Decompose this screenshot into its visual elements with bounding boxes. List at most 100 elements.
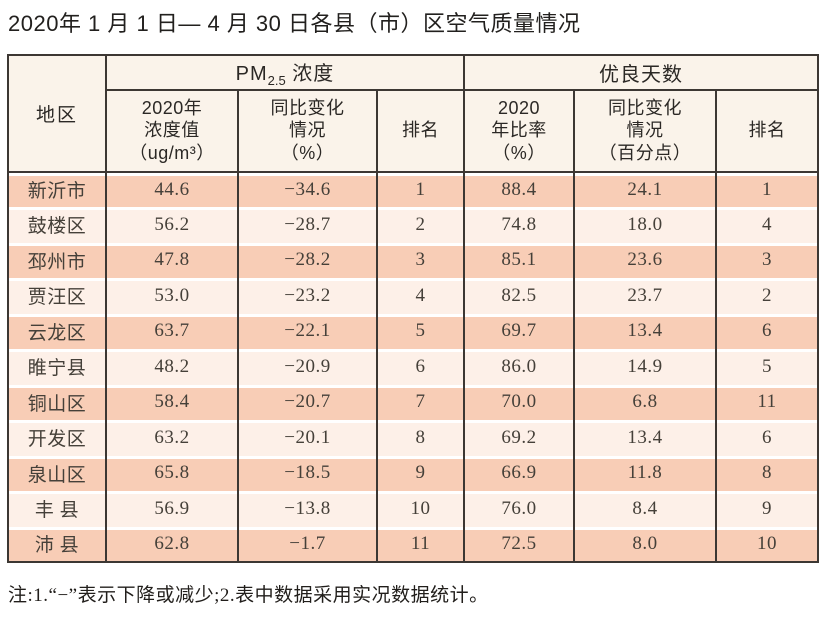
pm-change-cell: −28.2 (237, 242, 377, 279)
region-cell: 睢宁县 (8, 349, 106, 385)
col-header-region: 地区 (8, 54, 106, 173)
gd-ratio-cell: 69.2 (463, 420, 574, 456)
gd-ratio-cell: 76.0 (463, 491, 574, 527)
gd-change-cell: 23.7 (573, 278, 716, 314)
table-row: 睢宁县 48.2 −20.9 6 86.0 14.9 5 (8, 349, 819, 385)
gd-rank-cell: 5 (714, 349, 819, 385)
gd-rank-cell: 8 (714, 455, 819, 492)
pm-value-cell: 56.2 (105, 207, 238, 243)
region-cell: 新沂市 (8, 171, 106, 208)
pm-change-cell: −20.1 (237, 420, 377, 456)
pm-value-cell: 63.2 (105, 420, 238, 456)
pm-rank-cell: 4 (376, 278, 464, 314)
footnote: 注:1.“−”表示下降或减少;2.表中数据采用实况数据统计。 (8, 585, 489, 607)
gd-change-cell: 11.8 (573, 455, 716, 492)
header-group-row: 地区 PM2.5 浓度 优良天数 (8, 54, 819, 173)
table-row: 贾汪区 53.0 −23.2 4 82.5 23.7 2 (8, 278, 819, 314)
gd-ratio-cell: 74.8 (463, 207, 574, 243)
col-header-pm-change: 同比变化 情况 （%） (237, 89, 377, 173)
gd-change-cell: 8.0 (573, 526, 716, 563)
gd-rank-cell: 6 (714, 420, 819, 456)
col-group-pm25: PM2.5 浓度 (105, 54, 464, 91)
region-cell: 丰 县 (8, 491, 106, 527)
pm-value-cell: 62.8 (105, 526, 238, 563)
pm25-subscript: 2.5 (267, 72, 286, 88)
table-body: 新沂市 44.6 −34.6 1 88.4 24.1 1 鼓楼区 56.2 −2… (8, 171, 819, 563)
pm25-label: PM (235, 62, 268, 85)
table-row: 鼓楼区 56.2 −28.7 2 74.8 18.0 4 (8, 207, 819, 243)
pm-value-cell: 58.4 (105, 384, 238, 421)
gd-rank-cell: 4 (714, 207, 819, 243)
pm-value-cell: 63.7 (105, 313, 238, 350)
table-row: 云龙区 63.7 −22.1 5 69.7 13.4 6 (8, 313, 819, 350)
pm-rank-cell: 1 (376, 171, 464, 208)
gd-change-cell: 14.9 (573, 349, 716, 385)
col-header-gd-change: 同比变化 情况 （百分点） (573, 89, 716, 173)
pm-rank-cell: 8 (376, 420, 464, 456)
region-cell: 沛 县 (8, 526, 106, 563)
table-header: 地区 PM2.5 浓度 优良天数 2020年 浓度值 （ug/m³） 同比变化 … (8, 54, 819, 173)
pm-rank-cell: 10 (376, 491, 464, 527)
region-cell: 贾汪区 (8, 278, 106, 314)
gd-ratio-cell: 82.5 (463, 278, 574, 314)
gd-change-cell: 23.6 (573, 242, 716, 279)
gd-ratio-cell: 86.0 (463, 349, 574, 385)
table-row: 泉山区 65.8 −18.5 9 66.9 11.8 8 (8, 455, 819, 492)
header-columns-row: 2020年 浓度值 （ug/m³） 同比变化 情况 （%） 排名 2020 年比… (8, 89, 819, 173)
gd-change-cell: 8.4 (573, 491, 716, 527)
pm-value-cell: 56.9 (105, 491, 238, 527)
gd-rank-cell: 11 (714, 384, 819, 421)
pm-value-cell: 53.0 (105, 278, 238, 314)
table-row: 铜山区 58.4 −20.7 7 70.0 6.8 11 (8, 384, 819, 421)
gd-ratio-cell: 72.5 (463, 526, 574, 563)
region-cell: 开发区 (8, 420, 106, 456)
gd-rank-cell: 6 (714, 313, 819, 350)
pm-value-cell: 47.8 (105, 242, 238, 279)
pm-rank-cell: 2 (376, 207, 464, 243)
pm-rank-cell: 6 (376, 349, 464, 385)
pm-change-cell: −1.7 (237, 526, 377, 563)
gd-ratio-cell: 70.0 (463, 384, 574, 421)
region-cell: 云龙区 (8, 313, 106, 350)
region-cell: 邳州市 (8, 242, 106, 279)
table-row: 沛 县 62.8 −1.7 11 72.5 8.0 10 (8, 526, 819, 563)
pm-change-cell: −23.2 (237, 278, 377, 314)
pm25-label-suffix: 浓度 (285, 62, 335, 85)
gd-change-cell: 13.4 (573, 313, 716, 350)
gd-change-cell: 18.0 (573, 207, 716, 243)
pm-change-cell: −20.7 (237, 384, 377, 421)
gd-rank-cell: 2 (714, 278, 819, 314)
pm-change-cell: −18.5 (237, 455, 377, 492)
pm-rank-cell: 9 (376, 455, 464, 492)
pm-change-cell: −13.8 (237, 491, 377, 527)
table-row: 新沂市 44.6 −34.6 1 88.4 24.1 1 (8, 171, 819, 208)
pm-change-cell: −34.6 (237, 171, 377, 208)
gd-change-cell: 24.1 (573, 171, 716, 208)
pm-rank-cell: 7 (376, 384, 464, 421)
region-cell: 鼓楼区 (8, 207, 106, 243)
pm-rank-cell: 11 (376, 526, 464, 563)
gd-change-cell: 13.4 (573, 420, 716, 456)
pm-change-cell: −22.1 (237, 313, 377, 350)
pm-change-cell: −20.9 (237, 349, 377, 385)
col-header-gd-ratio: 2020 年比率 （%） (463, 89, 574, 173)
pm-value-cell: 44.6 (105, 171, 238, 208)
col-header-gd-rank: 排名 (714, 89, 819, 173)
table-row: 丰 县 56.9 −13.8 10 76.0 8.4 9 (8, 491, 819, 527)
gd-rank-cell: 9 (714, 491, 819, 527)
region-cell: 铜山区 (8, 384, 106, 421)
col-header-pm-rank: 排名 (376, 89, 464, 173)
page-title: 2020年 1 月 1 日— 4 月 30 日各县（市）区空气质量情况 (8, 11, 581, 36)
pm-change-cell: −28.7 (237, 207, 377, 243)
region-cell: 泉山区 (8, 455, 106, 492)
pm-rank-cell: 5 (376, 313, 464, 350)
gd-rank-cell: 10 (714, 526, 819, 563)
gd-ratio-cell: 88.4 (463, 171, 574, 208)
col-group-good-days: 优良天数 (462, 54, 819, 91)
col-header-pm-value: 2020年 浓度值 （ug/m³） (105, 89, 238, 173)
air-quality-table: 地区 PM2.5 浓度 优良天数 2020年 浓度值 （ug/m³） 同比变化 … (7, 53, 820, 564)
gd-rank-cell: 1 (714, 171, 819, 208)
table-row: 开发区 63.2 −20.1 8 69.2 13.4 6 (8, 420, 819, 456)
gd-change-cell: 6.8 (573, 384, 716, 421)
